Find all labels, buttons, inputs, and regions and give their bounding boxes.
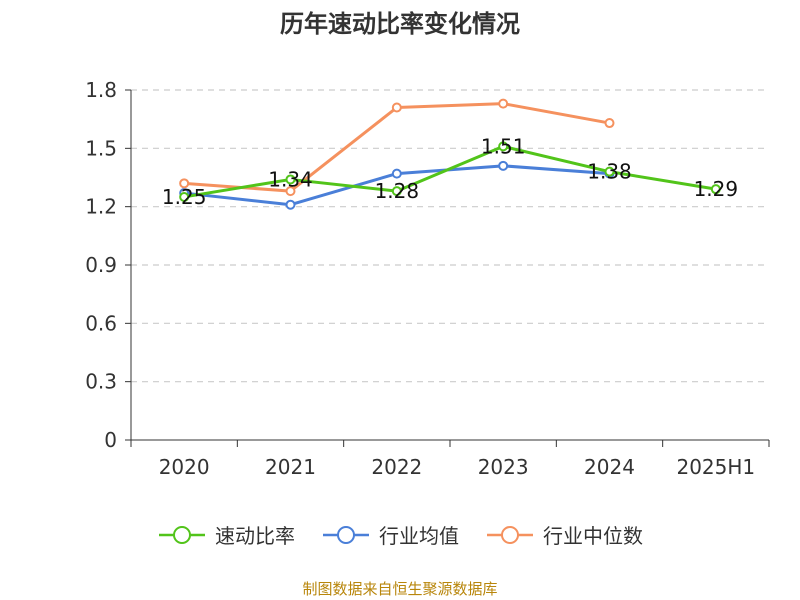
data-label: 1.25: [162, 185, 207, 209]
data-label: 1.38: [587, 160, 632, 184]
y-tick-label: 1.8: [85, 78, 117, 102]
chart-title: 历年速动比率变化情况: [280, 10, 520, 38]
x-tick-label: 2021: [265, 455, 316, 479]
data-point: [498, 141, 509, 152]
x-tick-label: 2020: [159, 455, 210, 479]
y-tick-label: 0: [104, 428, 117, 452]
legend-label: 行业中位数: [543, 524, 643, 548]
data-point: [285, 186, 296, 197]
data-point: [710, 184, 721, 195]
x-tick-label: 2024: [584, 455, 635, 479]
legend-item[interactable]: 行业中位数: [485, 520, 643, 549]
data-point: [604, 118, 615, 129]
legend-marker: [337, 525, 355, 544]
data-point: [604, 166, 615, 177]
legend-marker: [501, 525, 519, 544]
data-point: [285, 174, 296, 185]
data-point: [498, 160, 509, 171]
y-tick-label: 0.6: [85, 311, 117, 335]
x-tick-label: 2022: [371, 455, 422, 479]
data-point: [391, 168, 402, 179]
data-label: 1.34: [268, 167, 313, 191]
x-tick-label: 2023: [478, 455, 529, 479]
legend-swatch: [159, 525, 205, 544]
data-label: 1.28: [375, 179, 420, 203]
data-point: [391, 186, 402, 197]
legend-label: 速动比率: [215, 524, 295, 548]
legend-swatch: [323, 525, 369, 544]
legend-item[interactable]: 速动比率: [157, 520, 295, 549]
legend-label: 行业均值: [379, 524, 459, 548]
y-tick-label: 0.9: [85, 253, 117, 277]
data-point: [498, 98, 509, 109]
x-tick-label: 2025H1: [676, 455, 755, 479]
data-label: 1.51: [481, 134, 526, 158]
source-note: 制图数据来自恒生聚源数据库: [302, 580, 498, 598]
series-line: [183, 144, 717, 199]
legend-marker: [173, 525, 191, 544]
data-point: [391, 102, 402, 113]
legend: 速动比率 行业均值 行业中位数: [0, 520, 800, 549]
legend-item[interactable]: 行业均值: [321, 520, 459, 549]
legend-swatch: [487, 525, 533, 544]
y-tick-label: 1.2: [85, 195, 117, 219]
data-point: [285, 199, 296, 210]
y-tick-label: 0.3: [85, 370, 117, 394]
data-label: 1.29: [694, 177, 739, 201]
y-tick-label: 1.5: [85, 136, 117, 160]
data-point: [179, 178, 190, 189]
data-point: [179, 191, 190, 202]
